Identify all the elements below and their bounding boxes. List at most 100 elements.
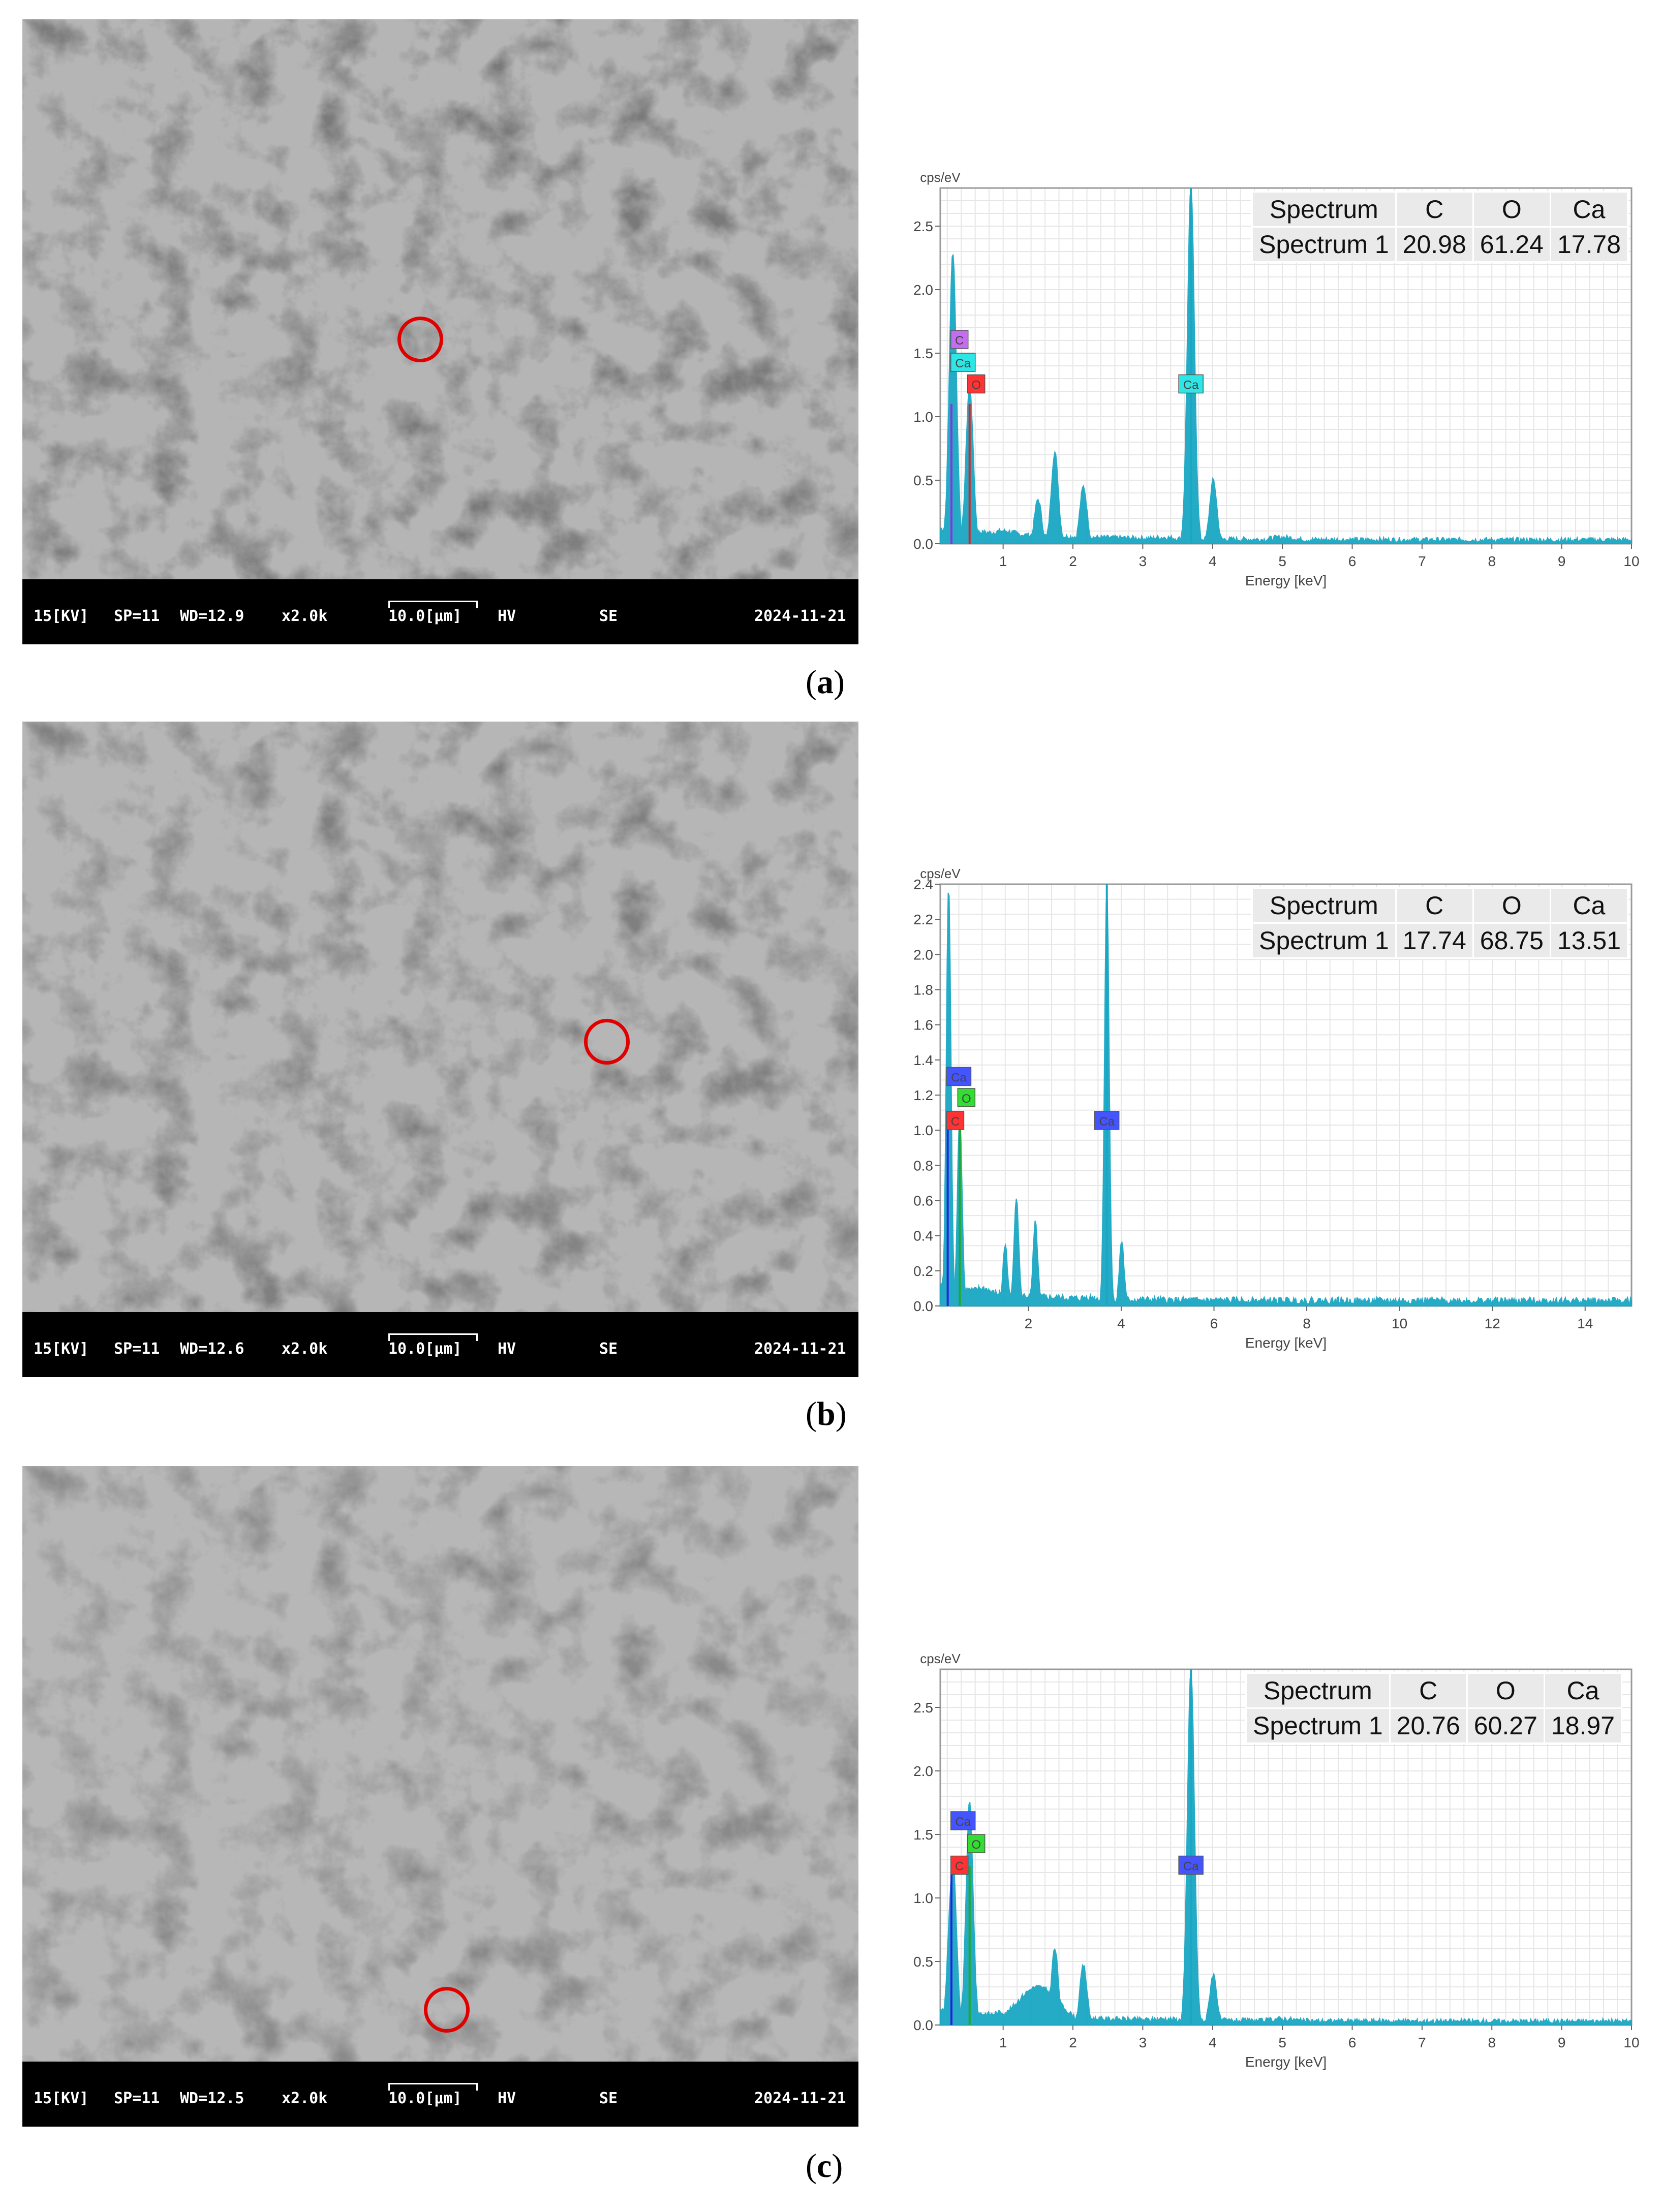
x-tick-label: 5 (1278, 553, 1286, 569)
sem-mode1: HV (498, 1340, 516, 1358)
sem-mag: x2.0k (282, 1340, 328, 1358)
y-tick-label: 2.0 (913, 1763, 933, 1779)
element-tag-box (1178, 1855, 1204, 1875)
element-tag-box (950, 353, 976, 372)
x-tick-label: 6 (1210, 1316, 1218, 1331)
x-tick-label: 2 (1069, 553, 1077, 569)
y-tick-label: 0.0 (913, 536, 933, 552)
table-value-ca: 17.78 (1549, 226, 1629, 263)
y-tick-label: 2.2 (913, 912, 933, 927)
element-tag-label: Ca (955, 357, 971, 370)
sem-mode1: HV (498, 607, 516, 625)
sem-date: 2024-11-21 (754, 1340, 846, 1358)
sem-micrograph-b: 15[KV] SP=11 WD=12.6 x2.0k 10.0[μm] HV S… (22, 722, 858, 1377)
element-tag-label: Ca (1183, 1860, 1199, 1874)
element-tag: Ca (946, 1067, 972, 1086)
element-tag-box (1178, 374, 1204, 394)
scale-bar (388, 1333, 478, 1341)
element-tag-label: C (951, 1115, 960, 1129)
eds-spectrum-a: 0.0 0.5 1.0 1.5 2.0 2.5 1 2 3 4 5 6 7 8 9 10 cps/eV Energ… (889, 168, 1642, 600)
sem-mag: x2.0k (282, 607, 328, 625)
sem-wd: WD=12.5 (180, 2090, 244, 2107)
scale-bar (388, 601, 478, 608)
element-tag: O (957, 1088, 976, 1107)
x-axis-label: Energy [keV] (1245, 2054, 1327, 2070)
element-tag-label: Ca (951, 1071, 967, 1084)
y-tick-label: 1.0 (913, 1890, 933, 1906)
table-value-c: 20.76 (1389, 1707, 1468, 1744)
y-tick-label: 0.5 (913, 473, 933, 488)
table-header-o: O (1466, 1672, 1545, 1709)
analysis-point-marker (424, 1987, 470, 2033)
element-tag: C (946, 1111, 965, 1130)
y-tick-label: 2.5 (913, 1700, 933, 1716)
y-tick-label: 2.0 (913, 282, 933, 298)
composition-table-a: Spectrum C O Ca Spectrum 1 20.98 61.24 17.78 (1251, 191, 1629, 263)
x-tick-label: 10 (1392, 1316, 1407, 1331)
element-tag-label: O (971, 1838, 981, 1852)
table-header-ca: Ca (1543, 1672, 1623, 1709)
eds-spectrum-c: 0.0 0.5 1.0 1.5 2.0 2.5 1 2 3 4 5 6 7 8 9 10 cps/eV Energ… (889, 1649, 1642, 2081)
eds-spectrum-b: 0.0 0.2 0.4 0.6 0.8 1.0 1.2 1.4 1.6 1.8 2.0 2.2 2.4 2… (889, 864, 1642, 1362)
y-tick-label: 2.5 (913, 219, 933, 234)
element-tag-box (967, 1834, 986, 1853)
sem-kv: 15[KV] (34, 1340, 89, 1358)
sem-sp: SP=11 (114, 607, 160, 625)
table-header-spectrum: Spectrum (1245, 1672, 1391, 1709)
element-tag: C (950, 1855, 969, 1875)
sem-mode2: SE (599, 2090, 618, 2107)
table-value-c: 17.74 (1395, 922, 1474, 959)
table-header-ca: Ca (1549, 191, 1629, 228)
y-axis-label: cps/eV (920, 170, 961, 185)
eds-chart-svg-b: 0.0 0.2 0.4 0.6 0.8 1.0 1.2 1.4 1.6 1.8 2.0 2.2 2.4 2… (913, 866, 1633, 1351)
scale-bar (388, 2083, 478, 2091)
element-tag-label: Ca (1099, 1115, 1115, 1129)
spectrum-series (940, 888, 1632, 1306)
y-tick-label: 0.0 (913, 1298, 933, 1314)
x-axis-label: Energy [keV] (1245, 573, 1327, 588)
element-tag: Ca (1094, 1111, 1120, 1130)
table-value-c: 20.98 (1395, 226, 1474, 263)
sem-scale: 10.0[μm] (388, 1340, 462, 1358)
x-tick-label: 7 (1418, 2035, 1426, 2050)
element-tag: Ca (950, 1811, 976, 1830)
element-tag: O (967, 374, 986, 394)
sem-mode1: HV (498, 2090, 516, 2107)
sem-info-bar: 15[KV] SP=11 WD=12.5 x2.0k 10.0[μm] HV S… (22, 2062, 858, 2127)
sem-texture (22, 722, 858, 1312)
table-header-c: C (1395, 191, 1474, 228)
x-tick-label: 8 (1488, 553, 1496, 569)
y-tick-label: 2.0 (913, 947, 933, 962)
table-header-spectrum: Spectrum (1251, 191, 1397, 228)
y-tick-label: 0.0 (913, 2017, 933, 2033)
element-tag-label: O (971, 379, 981, 392)
element-tag-box (950, 1811, 976, 1830)
x-tick-label: 8 (1488, 2035, 1496, 2050)
x-tick-label: 3 (1139, 2035, 1147, 2050)
element-tag-box (957, 1088, 976, 1107)
x-tick-label: 7 (1418, 553, 1426, 569)
y-tick-label: 1.4 (913, 1052, 933, 1068)
table-row-label: Spectrum 1 (1251, 922, 1397, 959)
sem-kv: 15[KV] (34, 2090, 89, 2107)
x-tick-label: 14 (1577, 1316, 1593, 1331)
y-tick-label: 1.6 (913, 1017, 933, 1033)
caption-a: (a) (806, 664, 845, 701)
element-tag: Ca (1178, 374, 1204, 394)
table-row-label: Spectrum 1 (1245, 1707, 1391, 1744)
element-tag: Ca (1178, 1855, 1204, 1875)
element-tag-label: O (962, 1092, 971, 1106)
x-tick-label: 1 (999, 2035, 1007, 2050)
element-tag-box (967, 374, 986, 394)
element-tag: Ca (950, 353, 976, 372)
element-tag-label: C (955, 1860, 964, 1874)
sem-mode2: SE (599, 607, 618, 625)
x-tick-label: 8 (1303, 1316, 1311, 1331)
element-tag-box (946, 1111, 965, 1130)
element-tag-box (950, 330, 969, 349)
analysis-point-marker (397, 317, 443, 362)
x-tick-label: 9 (1558, 553, 1566, 569)
table-header-c: C (1395, 887, 1474, 924)
y-axis-label: cps/eV (920, 1651, 961, 1666)
x-tick-label: 9 (1558, 2035, 1566, 2050)
